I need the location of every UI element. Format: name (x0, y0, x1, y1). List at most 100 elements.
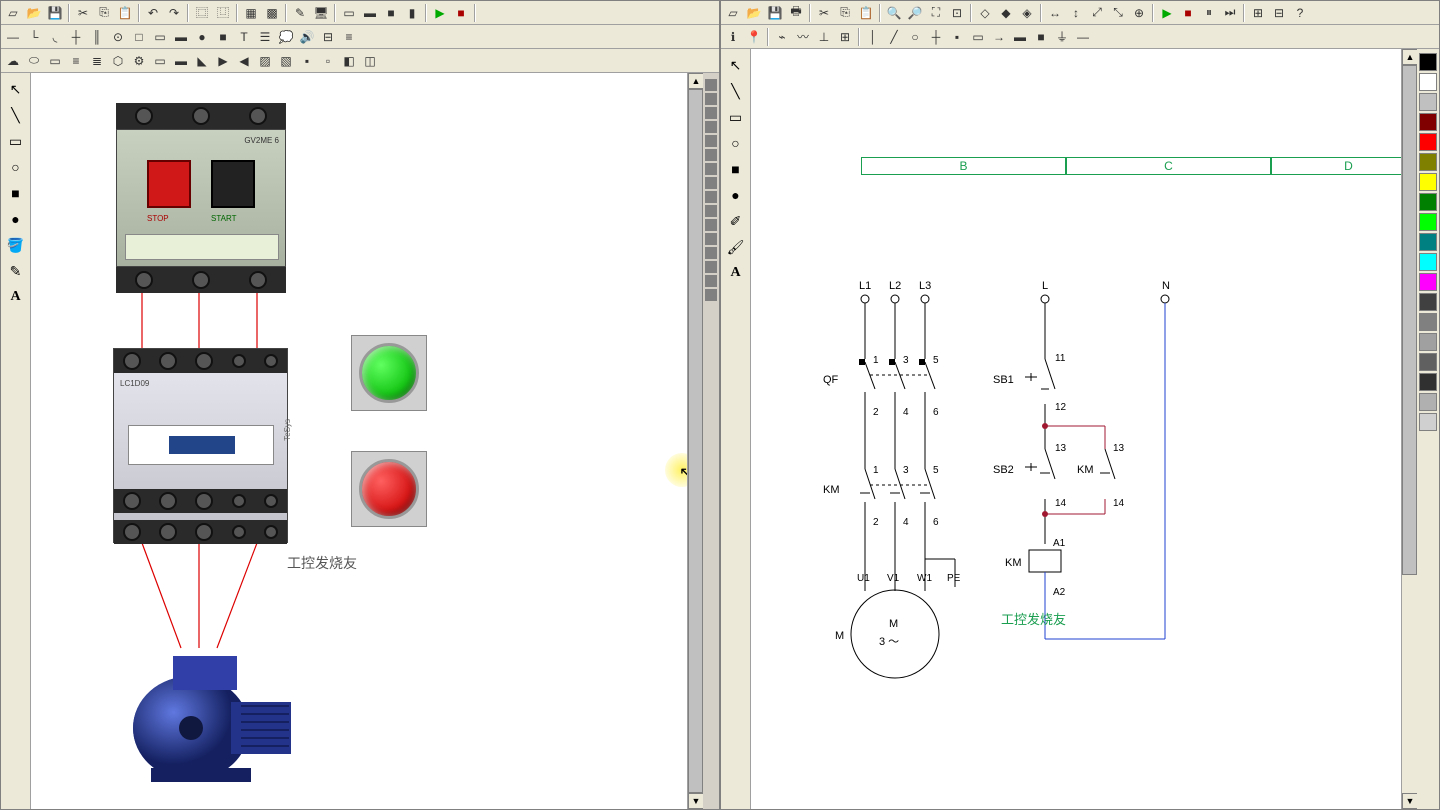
sq-icon[interactable]: ▪ (297, 51, 317, 71)
gray-swatch[interactable] (705, 275, 717, 287)
grp1-icon[interactable]: ◇ (975, 3, 995, 23)
gray-swatch[interactable] (705, 121, 717, 133)
gray-swatch[interactable] (705, 247, 717, 259)
redo-icon[interactable]: ↷ (164, 3, 184, 23)
lines2-icon[interactable]: ≣ (87, 51, 107, 71)
color-swatch[interactable] (1419, 113, 1437, 131)
gray-swatch[interactable] (705, 79, 717, 91)
pause-icon[interactable]: ⏸ (1199, 3, 1219, 23)
cut-icon[interactable]: ✂ (814, 3, 834, 23)
gray-swatch[interactable] (705, 289, 717, 301)
scroll-down-icon[interactable]: ▼ (688, 793, 704, 809)
motor[interactable] (111, 618, 311, 788)
dim2-icon[interactable]: ↕ (1066, 3, 1086, 23)
dot-l-icon[interactable]: ⊙ (108, 27, 128, 47)
color-swatch[interactable] (1419, 313, 1437, 331)
bucket-tool[interactable]: 🪣 (4, 233, 28, 257)
open-icon[interactable]: 📂 (24, 3, 44, 23)
rect-icon[interactable]: ▭ (150, 51, 170, 71)
cube-icon[interactable]: ◫ (360, 51, 380, 71)
rect4-icon[interactable]: ▮ (402, 3, 422, 23)
speaker-icon[interactable]: 🔊 (297, 27, 317, 47)
sq3-icon[interactable]: ◧ (339, 51, 359, 71)
motor-breaker[interactable]: STOP START GV2ME 6 (116, 103, 286, 293)
arrow-icon[interactable]: → (989, 27, 1009, 47)
zoom-out-icon[interactable]: 🔎 (905, 3, 925, 23)
color-swatch[interactable] (1419, 333, 1437, 351)
gray-swatch[interactable] (705, 107, 717, 119)
save-icon[interactable]: 💾 (45, 3, 65, 23)
color-swatch[interactable] (1419, 73, 1437, 91)
rect-fill-tool[interactable]: ■ (4, 181, 28, 205)
gear-icon[interactable]: ⚙ (129, 51, 149, 71)
gray-swatch[interactable] (705, 233, 717, 245)
bars-icon[interactable]: ≡ (339, 27, 359, 47)
text-tool[interactable]: A (724, 261, 748, 285)
rect3-icon[interactable]: ■ (381, 3, 401, 23)
rect3-icon[interactable]: ■ (1031, 27, 1051, 47)
color-swatch[interactable] (1419, 133, 1437, 151)
green-button[interactable] (359, 343, 419, 403)
right-scrollbar[interactable]: ▲ ▼ (1401, 49, 1417, 809)
dim4-icon[interactable]: ⤡ (1108, 3, 1128, 23)
picker-tool[interactable]: ✐ (724, 209, 748, 233)
l1-icon[interactable]: │ (863, 27, 883, 47)
ellipse-fill-tool[interactable]: ● (724, 183, 748, 207)
l2-icon[interactable]: ╱ (884, 27, 904, 47)
copy-icon[interactable]: ⎘ (835, 3, 855, 23)
right-canvas[interactable]: BCD L1L2L3LN121234345656QFKMU1V1W1PEM3 ～… (751, 49, 1401, 809)
computer-icon[interactable]: 🖥 (311, 3, 331, 23)
grid-icon[interactable]: ▦ (241, 3, 261, 23)
color-swatch[interactable] (1419, 93, 1437, 111)
sq-icon[interactable]: ▪ (947, 27, 967, 47)
ellipse-fill-tool[interactable]: ● (4, 207, 28, 231)
cut-icon[interactable]: ✂ (73, 3, 93, 23)
hatch2-icon[interactable]: ▧ (276, 51, 296, 71)
hatch-icon[interactable]: ▨ (255, 51, 275, 71)
group-icon[interactable]: ⿴ (192, 3, 212, 23)
gray-swatch[interactable] (705, 177, 717, 189)
pointer-tool[interactable]: ↖ (4, 77, 28, 101)
pointer-tool[interactable]: ↖ (724, 53, 748, 77)
text-tool[interactable]: A (4, 285, 28, 309)
coil-icon[interactable]: 〰 (793, 27, 813, 47)
rect-fill-tool[interactable]: ■ (724, 157, 748, 181)
snap-icon[interactable]: ▩ (262, 3, 282, 23)
scroll-up-icon[interactable]: ▲ (1402, 49, 1418, 65)
rect2-icon[interactable]: ▬ (171, 27, 191, 47)
ellipse-tool[interactable]: ○ (724, 131, 748, 155)
stop-icon[interactable]: ■ (1178, 3, 1198, 23)
square-icon[interactable]: □ (129, 27, 149, 47)
slider-icon[interactable]: ⊟ (318, 27, 338, 47)
gray-swatch[interactable] (705, 149, 717, 161)
color-swatch[interactable] (1419, 173, 1437, 191)
lines-icon[interactable]: ≡ (66, 51, 86, 71)
scroll-down-icon[interactable]: ▼ (1402, 793, 1418, 809)
pencil-tool[interactable]: ✎ (4, 259, 28, 283)
gnd-icon[interactable]: ⏚ (1052, 27, 1072, 47)
angle-icon[interactable]: ◣ (192, 51, 212, 71)
grp2-icon[interactable]: ◆ (996, 3, 1016, 23)
cross-icon[interactable]: ┼ (926, 27, 946, 47)
win1-icon[interactable]: ⊞ (1248, 3, 1268, 23)
circle-icon[interactable]: ● (192, 27, 212, 47)
hline-icon[interactable]: — (1073, 27, 1093, 47)
ungroup-icon[interactable]: ⿶ (213, 3, 233, 23)
layers-icon[interactable]: ☰ (255, 27, 275, 47)
pencil-icon[interactable]: ✎ (290, 3, 310, 23)
grp3-icon[interactable]: ◈ (1017, 3, 1037, 23)
gray-swatch[interactable] (705, 219, 717, 231)
color-swatch[interactable] (1419, 153, 1437, 171)
line-h-icon[interactable]: — (3, 27, 23, 47)
color-swatch[interactable] (1419, 373, 1437, 391)
rect-icon[interactable]: ▭ (968, 27, 988, 47)
play-icon[interactable]: ▶ (1157, 3, 1177, 23)
rect-tool[interactable]: ▭ (4, 129, 28, 153)
left-scrollbar[interactable]: ▲ ▼ (687, 73, 703, 809)
blob-icon[interactable]: ☁ (3, 51, 23, 71)
zig-icon[interactable]: ⌁ (772, 27, 792, 47)
open-icon[interactable]: 📂 (744, 3, 764, 23)
tri-icon[interactable]: ▶ (213, 51, 233, 71)
color-swatch[interactable] (1419, 413, 1437, 431)
step-icon[interactable]: ⏭ (1220, 3, 1240, 23)
